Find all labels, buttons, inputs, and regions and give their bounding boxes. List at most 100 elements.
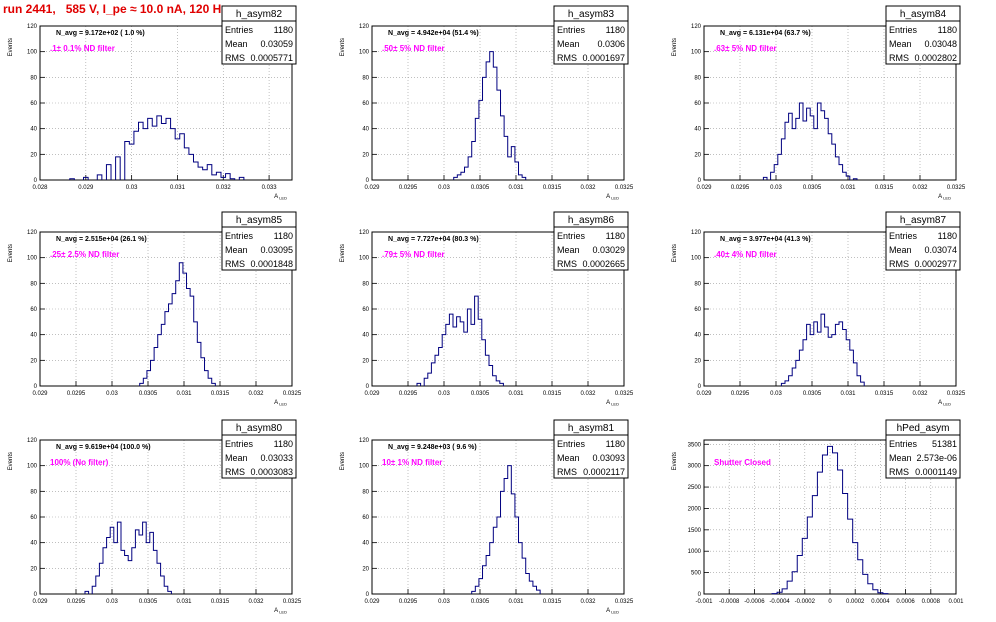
x-tick-label: 0.031: [176, 391, 192, 397]
stats-key: RMS: [889, 259, 909, 269]
x-tick-label: 0.03: [770, 185, 782, 191]
y-tick-label: 0: [366, 178, 370, 184]
x-tick-label: 0.0315: [543, 185, 562, 191]
histogram-line: [416, 295, 504, 386]
y-axis-label: Events: [8, 244, 14, 262]
y-axis-label: Events: [340, 452, 346, 470]
histogram-line: [471, 465, 541, 594]
stats-value: 0.03093: [592, 453, 625, 463]
x-tick-label: 0.0295: [399, 185, 418, 191]
y-tick-label: 0: [366, 384, 370, 390]
y-tick-label: 120: [359, 438, 370, 444]
histogram-panel-h_asym86: 0.029 0.0295 0.03 0.0305 0.031 0.0315 0.032 0.0…: [340, 211, 634, 407]
x-tick-label: 0.03: [106, 599, 118, 605]
y-tick-label: 40: [362, 333, 369, 339]
y-tick-label: 2000: [688, 506, 702, 512]
stats-key: Mean: [889, 39, 912, 49]
stats-key: Mean: [225, 453, 248, 463]
x-tick-label: 0.0295: [67, 391, 86, 397]
x-tick-label: 0.0315: [211, 391, 230, 397]
y-tick-label: 100: [359, 50, 370, 56]
stats-value: 0.0003083: [250, 467, 293, 477]
stats-key: Mean: [557, 245, 580, 255]
navg-label: N_avg = 9.172e+02 ( 1.0 %): [56, 30, 145, 37]
x-tick-label: 0.032: [580, 391, 596, 397]
y-axis-label: Events: [672, 452, 678, 470]
x-tick-label: 0.0305: [471, 185, 490, 191]
y-tick-label: 120: [27, 438, 38, 444]
x-tick-label: 0.029: [364, 599, 380, 605]
stats-key: Entries: [557, 25, 586, 35]
y-tick-label: 60: [30, 307, 37, 313]
histogram-line: [771, 445, 889, 595]
x-tick-label: 0.0305: [139, 599, 158, 605]
x-axis-label: A LED: [938, 400, 951, 407]
y-tick-label: 40: [362, 127, 369, 133]
histogram-panel-hPed_asym: -0.001 -0.0008 -0.0006 -0.0004 -0.0002 0 0.000…: [672, 419, 964, 605]
x-tick-label: 0.029: [696, 185, 712, 191]
x-tick-label: 0.0295: [399, 391, 418, 397]
y-tick-label: 40: [694, 333, 701, 339]
y-tick-label: 60: [362, 307, 369, 313]
histogram-panel-h_asym83: 0.029 0.0295 0.03 0.0305 0.031 0.0315 0.032 0.0…: [340, 5, 634, 201]
x-tick-label: 0.0006: [896, 599, 915, 605]
x-tick-label: 0.0325: [283, 391, 302, 397]
stats-box: [553, 419, 629, 479]
x-tick-label: 0.0325: [615, 391, 634, 397]
stats-key: Entries: [889, 231, 918, 241]
x-tick-label: 0.0305: [471, 599, 490, 605]
x-tick-label: 0.031: [508, 391, 524, 397]
filter-label: .25± 2.5% ND filter: [50, 250, 119, 259]
y-tick-label: 100: [27, 50, 38, 56]
y-tick-label: 80: [362, 489, 369, 495]
filter-label: .40± 4% ND filter: [714, 250, 777, 259]
stats-value: 0.0001848: [250, 259, 293, 269]
y-tick-label: 20: [694, 358, 701, 364]
filter-label: 10± 1% ND filter: [382, 458, 442, 467]
stats-key: Mean: [557, 453, 580, 463]
x-tick-label: 0.029: [32, 599, 48, 605]
x-axis-label: A LED: [606, 608, 619, 615]
stats-key: RMS: [557, 259, 577, 269]
stats-title: h_asym85: [236, 215, 283, 226]
x-tick-label: 0.03: [126, 185, 138, 191]
stats-value: 0.0002977: [914, 259, 957, 269]
y-tick-label: 500: [691, 571, 702, 577]
x-axis-label: A LED: [274, 608, 287, 615]
filter-label: Shutter Closed: [714, 458, 771, 467]
x-tick-label: 0.0008: [922, 599, 941, 605]
x-tick-label: 0.032: [248, 391, 264, 397]
y-tick-label: 3500: [688, 442, 702, 448]
stats-value: 1180: [606, 231, 625, 241]
y-tick-label: 120: [691, 230, 702, 236]
stats-value: 0.0005771: [250, 53, 293, 63]
y-tick-label: 60: [362, 101, 369, 107]
x-tick-label: 0.0305: [471, 391, 490, 397]
x-tick-label: 0.0325: [615, 599, 634, 605]
y-tick-label: 2500: [688, 485, 702, 491]
x-tick-label: 0.03: [438, 391, 450, 397]
stats-key: RMS: [889, 53, 909, 63]
y-tick-label: 60: [694, 101, 701, 107]
x-tick-label: 0.031: [508, 599, 524, 605]
x-tick-label: -0.0002: [795, 599, 816, 605]
stats-value: 1180: [938, 231, 957, 241]
y-tick-label: 100: [691, 50, 702, 56]
filter-label: .63± 5% ND filter: [714, 44, 777, 53]
y-tick-label: 40: [362, 541, 369, 547]
stats-value: 1180: [938, 25, 957, 35]
stats-key: Entries: [557, 439, 586, 449]
x-tick-label: 0.029: [364, 391, 380, 397]
stats-key: Entries: [889, 439, 918, 449]
y-tick-label: 0: [34, 178, 38, 184]
x-tick-label: 0.0325: [947, 391, 966, 397]
y-tick-label: 0: [34, 384, 38, 390]
x-tick-label: 0.03: [438, 599, 450, 605]
x-tick-label: 0.032: [216, 185, 232, 191]
navg-label: N_avg = 9.248e+03 ( 9.6 %): [388, 444, 477, 451]
x-tick-label: 0.0295: [731, 185, 750, 191]
stats-box: [553, 211, 629, 271]
filter-label: 100% (No filter): [50, 458, 109, 467]
x-tick-label: 0.0325: [615, 185, 634, 191]
stats-value: 0.03095: [260, 245, 293, 255]
